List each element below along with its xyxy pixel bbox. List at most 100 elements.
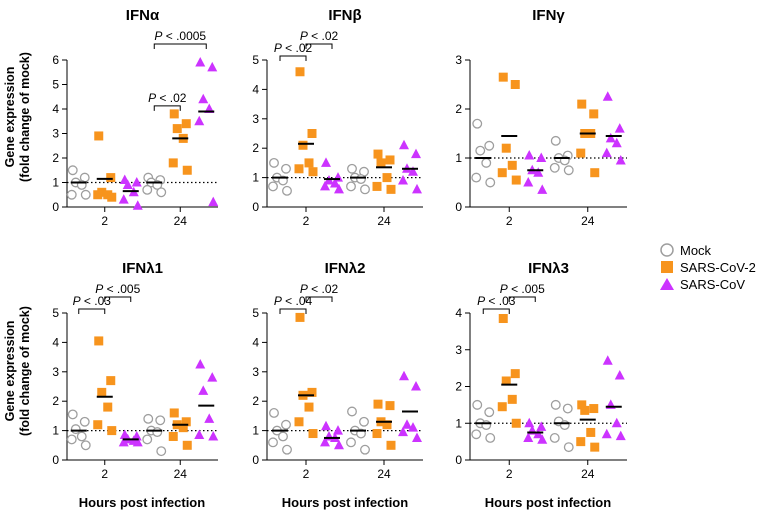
y-tick-label: 2 <box>52 394 59 408</box>
data-point-mock <box>281 163 291 174</box>
data-point-sars-cov <box>334 183 344 194</box>
data-point-sars-cov <box>398 426 408 437</box>
significance-bracket <box>305 43 333 49</box>
chart-panel-1: IFNα 0 1 2 3 4 5 6 2 24 P < .02 P < .0005 <box>52 7 219 228</box>
data-point-sars-cov-2 <box>511 175 521 185</box>
significance-bracket <box>153 105 181 111</box>
data-point-mock <box>563 165 574 176</box>
data-point-mock <box>282 185 292 196</box>
significance-bracket <box>279 55 307 61</box>
data-point-mock <box>359 416 369 427</box>
y-tick-label: 1 <box>52 424 59 438</box>
data-point-sars-cov <box>198 385 209 395</box>
y-tick-label: 0 <box>455 453 462 467</box>
x-tick-label: 24 <box>377 467 391 481</box>
data-point-sars-cov <box>537 434 548 444</box>
data-point-sars-cov-2 <box>295 67 305 77</box>
data-point-sars-cov-2 <box>308 167 318 177</box>
data-point-sars-cov <box>132 436 143 447</box>
y-tick-label: 1 <box>252 424 259 438</box>
panel-title: IFNβ <box>328 7 361 24</box>
data-point-sars-cov-2 <box>497 168 507 178</box>
data-point-sars-cov <box>118 194 129 204</box>
data-point-sars-cov-2 <box>590 442 600 452</box>
legend-item-sars-cov: SARS-CoV <box>660 277 745 292</box>
data-point-sars-cov <box>208 430 219 441</box>
data-point-mock <box>269 157 279 168</box>
data-point-sars-cov-2 <box>294 164 304 174</box>
significance-label: P < .02 <box>300 29 339 43</box>
significance-label: P < .02 <box>300 282 339 296</box>
data-point-mock <box>485 177 496 188</box>
data-point-sars-cov <box>614 369 625 380</box>
y-tick-label: 0 <box>52 453 59 467</box>
data-point-sars-cov <box>195 56 206 67</box>
data-point-sars-cov <box>333 425 343 435</box>
data-point-mock <box>563 442 574 453</box>
data-point-sars-cov-2 <box>373 399 383 409</box>
data-point-sars-cov-2 <box>168 431 178 441</box>
significance-bracket <box>305 296 333 302</box>
chart-panel-4: IFNλ1 0 1 2 3 4 5 2 24 P < .03P < .005 <box>52 260 219 481</box>
data-point-sars-cov-2 <box>168 158 178 168</box>
significance-label: P < .03 <box>477 294 516 308</box>
data-point-sars-cov <box>194 115 205 126</box>
data-point-mock <box>67 409 78 420</box>
data-point-sars-cov-2 <box>386 440 396 450</box>
chart-panel-5: IFNλ2 0 1 2 3 4 5 2 24 P < .04P < .02 <box>252 260 423 481</box>
data-point-sars-cov <box>602 91 613 101</box>
data-point-sars-cov-2 <box>298 140 308 150</box>
data-point-mock <box>360 444 370 455</box>
data-point-sars-cov <box>602 355 613 365</box>
y-tick-label: 1 <box>455 151 462 165</box>
data-point-sars-cov <box>194 429 205 440</box>
x-tick-label: 24 <box>581 467 595 481</box>
data-point-mock <box>76 431 87 442</box>
data-point-sars-cov <box>334 439 344 450</box>
significance-bracket <box>78 308 106 314</box>
significance-bracket <box>104 296 132 302</box>
panel-title: IFNγ <box>532 7 565 24</box>
data-point-sars-cov-2 <box>510 80 520 89</box>
data-point-mock <box>347 163 357 174</box>
y-axis-label-bottom: Gene expression (fold change of mock) <box>3 306 32 436</box>
data-point-sars-cov <box>408 422 418 432</box>
data-point-sars-cov-2 <box>385 401 395 411</box>
data-point-mock <box>481 157 492 168</box>
data-point-mock <box>142 434 153 445</box>
data-point-sars-cov <box>411 381 421 391</box>
data-point-sars-cov-2 <box>107 192 117 202</box>
panel-title: IFNλ2 <box>325 260 366 277</box>
data-point-sars-cov <box>321 157 331 167</box>
data-point-sars-cov-2 <box>497 402 507 412</box>
data-point-mock <box>156 446 167 457</box>
data-point-mock <box>485 433 496 443</box>
data-point-mock <box>550 135 561 146</box>
data-point-mock <box>346 437 356 448</box>
data-point-mock <box>269 408 279 418</box>
data-point-sars-cov-2 <box>501 376 511 386</box>
data-point-sars-cov-2 <box>172 124 182 134</box>
data-point-sars-cov-2 <box>386 184 396 194</box>
data-point-sars-cov-2 <box>590 168 600 178</box>
data-point-sars-cov-2 <box>178 423 188 433</box>
x-tick-label: 24 <box>581 214 595 228</box>
data-point-sars-cov-2 <box>97 387 107 397</box>
data-point-mock <box>550 399 561 410</box>
data-point-mock <box>549 162 560 173</box>
data-point-sars-cov-2 <box>586 427 596 437</box>
y-tick-label: 1 <box>52 176 59 190</box>
data-point-sars-cov <box>398 175 408 185</box>
legend-item-mock: Mock <box>660 243 712 258</box>
y-tick-label: 0 <box>52 200 59 214</box>
y-tick-label: 4 <box>52 335 59 349</box>
data-point-sars-cov-2 <box>511 418 521 428</box>
data-point-sars-cov-2 <box>382 420 392 430</box>
x-tick-label: 2 <box>303 214 310 228</box>
significance-label: P < .04 <box>274 294 313 308</box>
panel-title: IFNλ3 <box>528 260 569 277</box>
data-point-sars-cov <box>536 421 547 431</box>
data-point-mock <box>472 118 483 129</box>
data-point-sars-cov-2 <box>182 165 192 175</box>
significance-label: P < .02 <box>274 41 313 55</box>
